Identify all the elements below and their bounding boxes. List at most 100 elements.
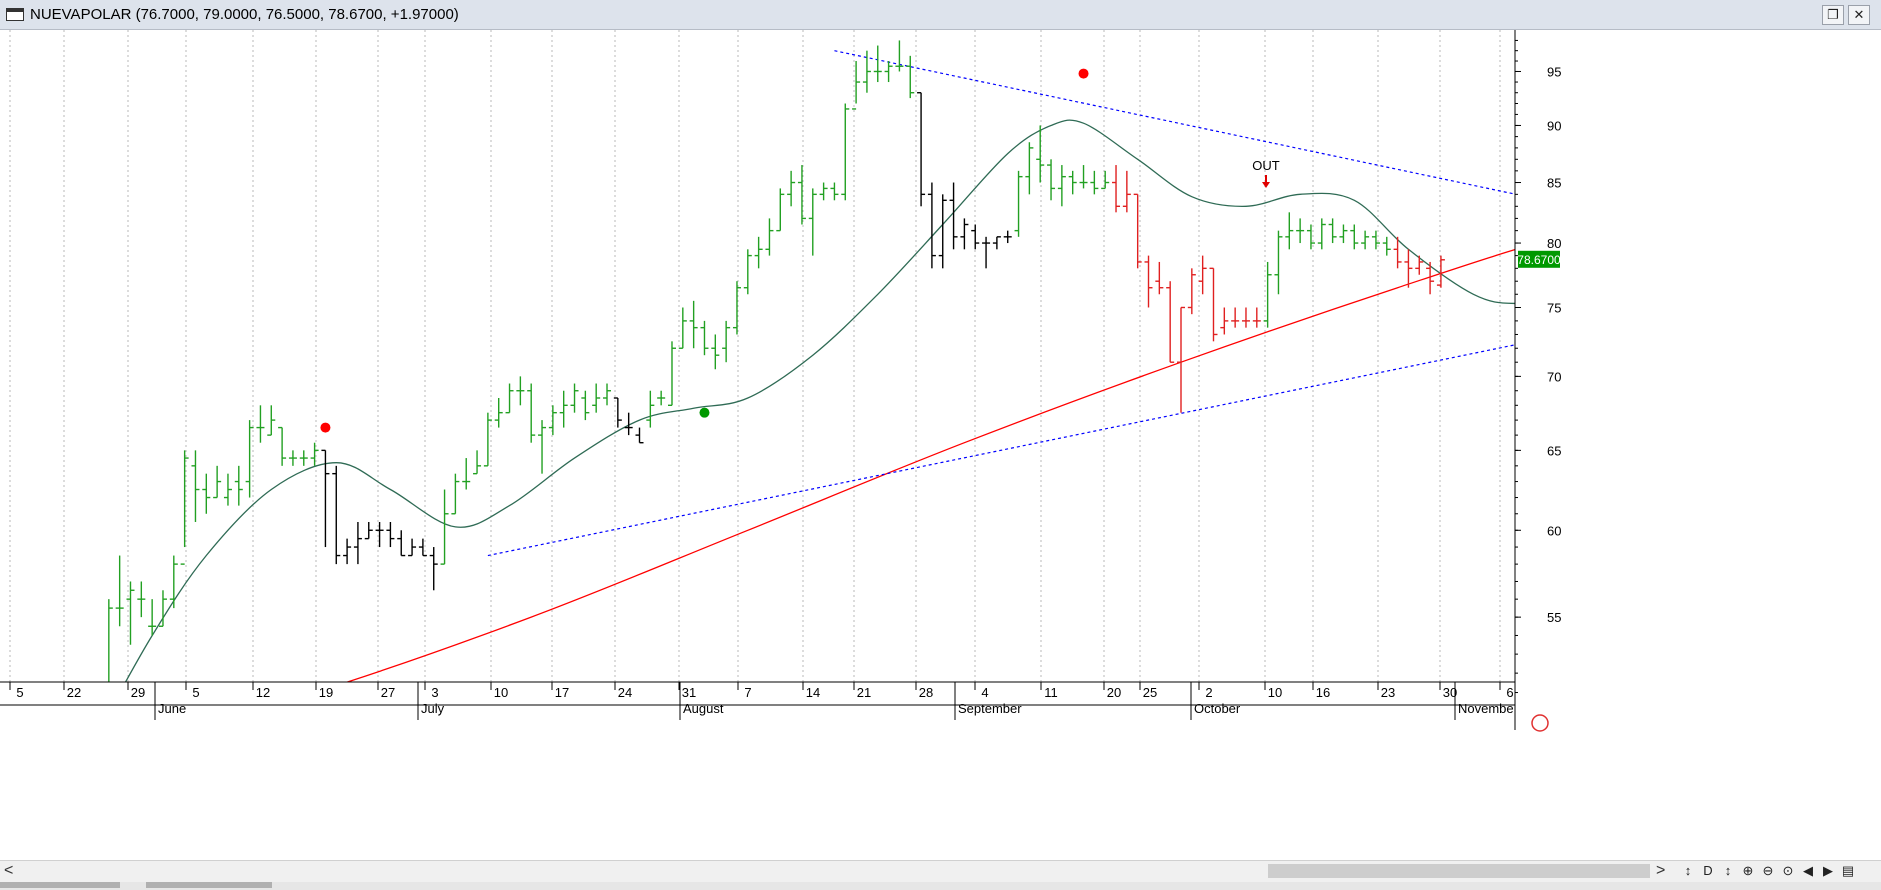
toolbar-scale-button[interactable]: ↕ [1684, 863, 1692, 878]
x-tick-label: 12 [256, 685, 270, 700]
ohlc-bar [538, 420, 547, 474]
signal-dot [1078, 68, 1089, 79]
restore-window-icon[interactable]: ❐ [1822, 5, 1844, 25]
grid-lines [9, 30, 1501, 682]
ohlc-bar [1426, 261, 1435, 295]
ohlc-bar [1036, 125, 1045, 183]
x-tick-label: 5 [192, 685, 199, 700]
signal-label: OUT [1582, 204, 1610, 219]
toolbar-pan-button[interactable]: ↕ [1724, 863, 1732, 878]
ohlc-bar [115, 555, 124, 627]
ohlc-bar [1112, 165, 1121, 213]
ohlc-bar [949, 182, 958, 250]
scroll-right-button[interactable]: > [1656, 862, 1666, 879]
ohlc-bar [808, 188, 817, 256]
ohlc-bar [971, 224, 980, 250]
ohlc-bar [1166, 281, 1175, 363]
ohlc-bar [570, 383, 579, 413]
ohlc-bar [418, 538, 427, 557]
window-title: NUEVAPOLAR (76.7000, 79.0000, 76.5000, 7… [30, 6, 459, 23]
horizontal-scrollbar[interactable]: < > [0, 860, 1881, 882]
zoom-in-icon[interactable]: ⊕ [1742, 863, 1754, 878]
ohlc-bar [397, 530, 406, 557]
ohlc-bar [1393, 236, 1402, 269]
zoom-reset-icon[interactable]: ⊙ [1782, 863, 1794, 878]
ohlc-bar [462, 458, 471, 490]
ohlc-bar [1296, 218, 1305, 244]
ohlc-bar [516, 376, 525, 406]
ohlc-bar [343, 538, 352, 565]
x-tick-label: 16 [1316, 685, 1330, 700]
close-icon[interactable]: ✕ [1848, 5, 1870, 25]
x-tick-label: 23 [1381, 685, 1395, 700]
x-tick-label: 31 [682, 685, 696, 700]
ohlc-bar [1317, 218, 1326, 250]
ohlc-bar [830, 182, 839, 201]
ohlc-bar [884, 61, 893, 83]
price-chart[interactable]: OUTOUTIN 5560657075808590955222951219273… [0, 30, 1881, 860]
scroll-thumb[interactable] [1268, 864, 1650, 878]
ohlc-bar [451, 473, 460, 515]
ohlc-bar [429, 547, 438, 591]
y-tick-label: 60 [1547, 523, 1561, 538]
ohlc-bar [1339, 224, 1348, 244]
buy-arrow-head [1516, 236, 1524, 242]
ohlc-bar [1177, 306, 1185, 413]
ohlc-bar [982, 236, 991, 269]
ohlc-bar [906, 55, 915, 99]
ohlc-bar [624, 412, 633, 436]
chart-menu-icon[interactable]: ▤ [1841, 863, 1855, 878]
window-titlebar: NUEVAPOLAR (76.7000, 79.0000, 76.5000, 7… [0, 0, 1881, 30]
ohlc-bar [267, 405, 276, 436]
x-tick-label: 24 [618, 685, 632, 700]
ohlc-bar [137, 581, 146, 618]
ohlc-bar [992, 236, 1001, 250]
toolbar-period-button[interactable]: D [1703, 863, 1713, 878]
signal-dot [699, 407, 710, 418]
scroll-back-icon[interactable]: ◀ [1803, 863, 1813, 878]
ohlc-bar [108, 599, 113, 682]
ohlc-bar [148, 599, 157, 636]
ohlc-bar [527, 383, 536, 443]
last-price-badge [1518, 250, 1560, 268]
ohlc-bar [603, 383, 612, 406]
month-label: October [1194, 701, 1241, 716]
ohlc-bar [440, 489, 449, 565]
y-tick-label: 55 [1547, 610, 1561, 625]
month-label: September [958, 701, 1022, 716]
ohlc-bar [158, 590, 167, 627]
trendline [834, 50, 1515, 195]
ohlc-bar [1101, 170, 1110, 190]
scroll-forward-icon[interactable]: ▶ [1823, 863, 1833, 878]
signal-dot [320, 422, 331, 433]
ohlc-bar [353, 521, 362, 565]
ohlc-bar [1220, 307, 1229, 335]
ohlc-bar [657, 390, 666, 406]
ohlc-bar [700, 320, 709, 356]
ohlc-bar [873, 45, 882, 83]
y-tick-label: 70 [1547, 369, 1561, 384]
ohlc-bar [797, 165, 806, 225]
zoom-out-icon[interactable]: ⊖ [1762, 863, 1774, 878]
y-tick-label: 90 [1547, 118, 1561, 133]
ohlc-bar [548, 405, 557, 436]
bottom-tabs-strip [0, 882, 1881, 890]
ohlc-bar [1198, 255, 1207, 295]
ohlc-bar [473, 450, 482, 475]
x-tick-label: 5 [16, 685, 23, 700]
ohlc-bar [1025, 142, 1034, 195]
ohlc-bar [960, 218, 969, 250]
bottom-tab[interactable] [0, 882, 120, 888]
chart-area[interactable]: OUTOUTIN 5560657075808590955222951219273… [0, 30, 1881, 860]
ohlc-bar [256, 405, 265, 443]
ohlc-bar [765, 218, 774, 256]
ohlc-bar [754, 236, 763, 269]
ohlc-bar [732, 281, 741, 335]
bottom-tab[interactable] [146, 882, 272, 888]
ohlc-bar [202, 473, 211, 514]
chart-toolbar: ↕ D ↕ ⊕ ⊖ ⊙ ◀ ▶ ▤ [1680, 861, 1856, 881]
scroll-left-button[interactable]: < [4, 862, 14, 879]
moving-average-long-line [345, 248, 1515, 682]
x-tick-label: 6 [1506, 685, 1513, 700]
ohlc-bar [310, 442, 319, 466]
